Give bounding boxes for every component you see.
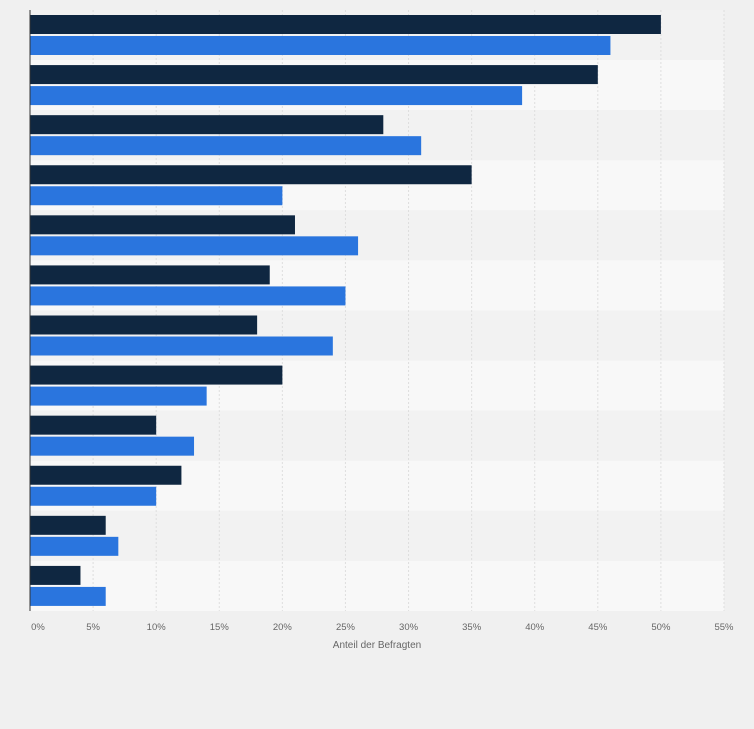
bar-series-1-row-7: [30, 315, 258, 335]
bar-series-1-row-2: [30, 65, 598, 85]
row-bands: [30, 10, 724, 611]
bar-series-2-row-9: [30, 436, 195, 456]
bar-series-2-row-8: [30, 386, 207, 406]
bar-series-1-row-11: [30, 515, 106, 535]
bar-series-1-row-8: [30, 365, 283, 385]
bar-series-2-row-1: [30, 36, 611, 55]
bar-series-2-row-2: [30, 86, 523, 106]
bar-series-1-row-12: [30, 565, 81, 585]
bar-series-1-row-9: [30, 415, 157, 435]
bar-series-2-row-4: [30, 186, 283, 206]
row-band: [30, 560, 724, 611]
x-tick-label: 55%: [714, 622, 734, 633]
bar-series-2-row-5: [30, 236, 359, 256]
x-tick-label: 50%: [651, 622, 671, 633]
bar-series-2-row-7: [30, 336, 333, 356]
bar-series-2-row-11: [30, 536, 119, 556]
bar-series-1-row-4: [30, 165, 472, 185]
bar-series-1-row-5: [30, 215, 295, 235]
gridlines: [92, 10, 725, 611]
bar-series-2-row-3: [30, 136, 422, 156]
x-tick-label: 25%: [336, 622, 356, 633]
x-tick-label: 15%: [210, 622, 230, 633]
row-band: [30, 510, 724, 561]
x-tick-label: 40%: [525, 622, 545, 633]
bar-series-1-row-1: [30, 15, 661, 34]
x-tick-label: 0%: [31, 622, 45, 633]
x-axis-ticks: 0% 5% 10% 15% 20% 25% 30% 35% 40% 45% 50% 55%: [31, 622, 734, 633]
x-tick-label: 35%: [462, 622, 482, 633]
x-tick-label: 10%: [147, 622, 167, 633]
x-tick-label: 5%: [86, 622, 100, 633]
x-axis-title: Anteil der Befragten: [333, 640, 421, 651]
x-tick-label: 20%: [273, 622, 293, 633]
bar-series-2-row-12: [30, 586, 106, 606]
bar-series-2-row-10: [30, 486, 157, 506]
bar-series-2-row-6: [30, 286, 346, 306]
bars: [30, 15, 661, 606]
x-tick-label: 45%: [588, 622, 608, 633]
bar-series-1-row-6: [30, 265, 270, 285]
bar-series-1-row-3: [30, 115, 384, 135]
bar-series-1-row-10: [30, 465, 182, 485]
x-tick-label: 30%: [399, 622, 419, 633]
